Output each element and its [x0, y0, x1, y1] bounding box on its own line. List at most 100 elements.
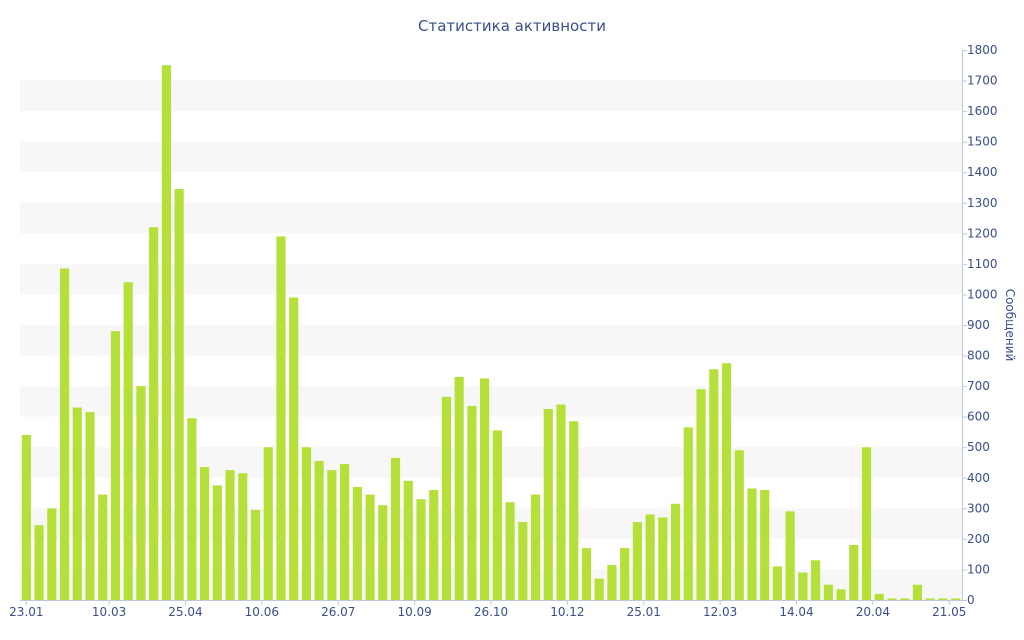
bar	[174, 189, 184, 600]
grid-band	[20, 263, 962, 295]
bar	[441, 396, 452, 600]
bar	[429, 490, 439, 600]
bar	[263, 447, 273, 600]
bar	[314, 460, 324, 600]
bar	[390, 457, 401, 600]
x-tick-label: 14.04	[779, 605, 813, 619]
bar	[747, 488, 757, 600]
bar	[212, 485, 222, 600]
bar	[161, 65, 171, 600]
grid-band	[20, 202, 962, 234]
grid-band	[20, 141, 962, 173]
bar	[250, 509, 261, 600]
bar	[925, 598, 935, 600]
bar	[85, 412, 95, 600]
bar	[47, 508, 57, 600]
x-tick-label: 10.09	[397, 605, 431, 619]
y-tick-label: 1800	[967, 43, 998, 57]
x-tick-label: 10.12	[550, 605, 584, 619]
x-tick-label: 26.10	[474, 605, 508, 619]
bar	[734, 450, 744, 600]
x-tick-label: 10.06	[245, 605, 279, 619]
y-tick-label: 100	[967, 562, 990, 576]
bar	[645, 514, 655, 600]
grid-band	[20, 569, 962, 600]
bar	[874, 593, 884, 600]
bar	[72, 407, 82, 600]
bar	[34, 525, 44, 600]
bar	[823, 584, 833, 600]
y-tick-label: 1700	[967, 74, 998, 88]
x-tick-label: 21.05	[932, 605, 966, 619]
bar	[658, 517, 668, 600]
bar	[861, 447, 872, 600]
bar-series	[21, 65, 961, 600]
y-tick-label: 800	[967, 349, 990, 363]
bar	[683, 427, 693, 600]
grid-band	[20, 325, 962, 356]
x-tick-label: 20.04	[856, 605, 890, 619]
bar	[543, 409, 553, 600]
bar	[836, 589, 846, 600]
bar	[798, 572, 808, 600]
chart-title: Статистика активности	[418, 17, 606, 35]
bar	[569, 421, 579, 600]
bar	[352, 486, 362, 600]
bar	[556, 404, 566, 600]
x-tick-label: 25.01	[627, 605, 661, 619]
y-tick-label: 400	[967, 471, 990, 485]
bar	[594, 578, 604, 600]
y-axis-ticks: 0 100 200 300 400 500 600 700 800 900 1000 1100 1200…	[962, 43, 998, 607]
y-tick-label: 1200	[967, 226, 998, 240]
bar	[365, 494, 375, 600]
bar	[887, 598, 897, 600]
bar	[276, 236, 286, 600]
bar	[110, 331, 121, 600]
bar	[811, 560, 821, 600]
bar	[505, 502, 515, 600]
bar	[301, 447, 312, 600]
grid-band	[20, 447, 962, 478]
bar	[480, 378, 490, 600]
bar	[149, 227, 159, 600]
bar	[696, 389, 706, 600]
x-tick-label: 10.03	[92, 605, 126, 619]
y-axis-label: Сообщений	[1003, 289, 1017, 362]
x-tick-label: 25.04	[168, 605, 202, 619]
x-tick-label: 23.01	[9, 605, 43, 619]
bar	[403, 480, 413, 600]
bar	[709, 369, 719, 600]
y-tick-label: 500	[967, 440, 990, 454]
bar	[492, 430, 502, 600]
bar	[187, 418, 197, 600]
bar	[225, 470, 235, 600]
bar	[327, 470, 337, 600]
y-tick-label: 1100	[967, 257, 998, 271]
grid-band	[20, 386, 962, 417]
bar	[760, 490, 770, 600]
bar	[378, 505, 388, 600]
bar	[59, 268, 70, 600]
y-tick-label: 1500	[967, 135, 998, 149]
bar	[938, 598, 948, 600]
bar	[951, 598, 961, 600]
y-tick-label: 900	[967, 318, 990, 332]
bar	[21, 435, 31, 600]
x-tick-label: 12.03	[703, 605, 737, 619]
bar	[912, 584, 923, 600]
bar	[238, 473, 248, 600]
grid-band	[20, 80, 962, 112]
bar	[772, 566, 783, 600]
bar	[518, 522, 528, 600]
x-axis-ticks: 23.01 10.03 25.04 10.06 26.07 10.09 26.10 10.12…	[9, 600, 966, 619]
bar	[632, 522, 642, 600]
y-tick-label: 0	[967, 593, 975, 607]
bar	[454, 376, 464, 600]
grid-band	[20, 508, 962, 539]
bar	[200, 467, 210, 600]
bar	[416, 499, 426, 600]
bar	[467, 405, 477, 600]
y-tick-label: 700	[967, 379, 990, 393]
bar	[620, 548, 630, 600]
